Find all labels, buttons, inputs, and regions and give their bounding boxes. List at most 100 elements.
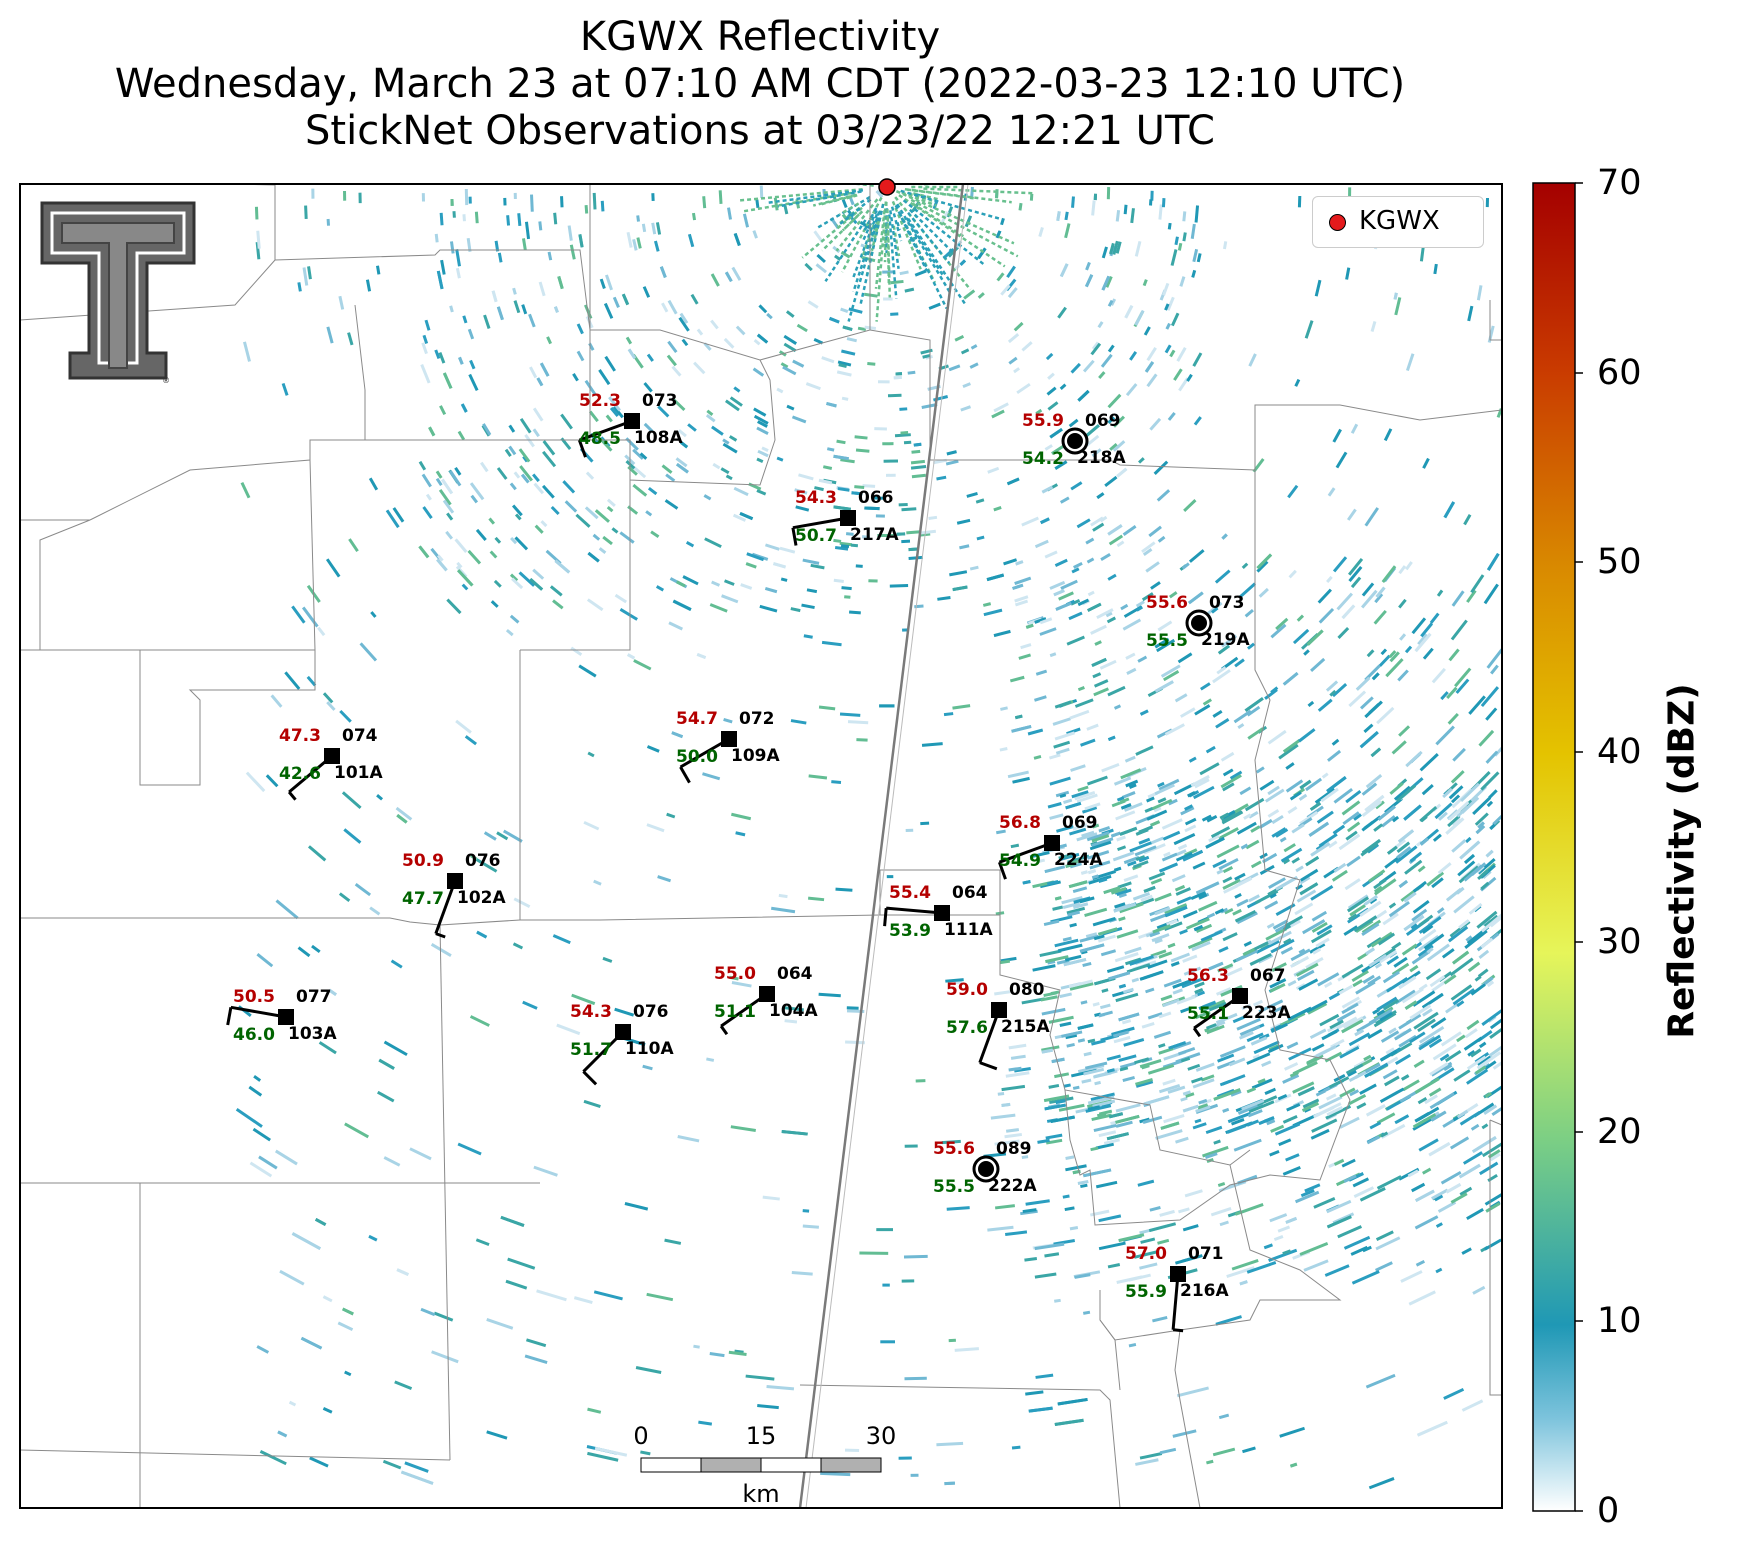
texas-tech-logo: ® (40, 201, 196, 385)
echo-gate (602, 956, 613, 963)
echo-gate (1081, 1078, 1092, 1084)
echo-gate (815, 263, 827, 274)
echo-gate (1115, 810, 1136, 821)
echo-gate (1389, 782, 1404, 795)
echo-gate (864, 292, 878, 298)
echo-gate (1091, 874, 1099, 880)
station-value: 066 (858, 488, 894, 508)
county-boundaries (20, 184, 1502, 1508)
echo-gate (1217, 644, 1230, 655)
echo-gate (773, 562, 786, 569)
echo-gate (1039, 617, 1053, 625)
echo-gate (1489, 823, 1496, 830)
echo-gate (1115, 1103, 1141, 1113)
station-id: 219A (1201, 630, 1250, 650)
echo-gate (735, 831, 746, 837)
echo-gate (1113, 704, 1122, 710)
echo-gate (1155, 1129, 1183, 1140)
echo-gate (457, 569, 474, 587)
echo-gate (643, 422, 654, 433)
echo-gate (1450, 984, 1473, 1001)
echo-gate (837, 487, 850, 492)
echo-gate (1422, 457, 1430, 469)
echo-gate (475, 858, 498, 873)
echo-gate (1091, 448, 1102, 458)
echo-gate (954, 334, 965, 342)
echo-gate (842, 325, 853, 331)
echo-gate (1376, 1112, 1396, 1125)
echo-gate (1394, 1114, 1410, 1125)
station-marker (1232, 988, 1248, 1004)
echo-gate (1172, 988, 1183, 995)
echo-gate (1272, 919, 1289, 930)
echo-gate (833, 454, 849, 461)
echo-gate (1080, 870, 1088, 875)
echo-gate (1108, 1112, 1124, 1119)
echo-gate (1405, 750, 1423, 768)
echo-gate (1419, 806, 1438, 823)
echo-gate (1152, 1315, 1168, 1323)
echo-gate (1233, 709, 1252, 724)
echo-gate (526, 1338, 547, 1348)
echo-gate (534, 524, 544, 534)
echo-gate (1224, 907, 1234, 915)
echo-gate (1047, 372, 1055, 380)
echo-gate (1448, 648, 1460, 662)
echo-gate (1014, 595, 1029, 603)
echo-gate (960, 348, 970, 355)
echo-gate (1054, 731, 1075, 741)
echo-gate (1368, 1008, 1393, 1025)
wind-barb-staff (978, 1009, 1001, 1064)
echo-gate (1444, 1049, 1462, 1063)
echo-gate (990, 1113, 1016, 1120)
echo-gate (439, 212, 444, 226)
echo-gate (857, 326, 867, 332)
station-dewpoint: 55.5 (1146, 631, 1188, 651)
echo-gate (1150, 581, 1161, 590)
echo-gate (445, 530, 454, 540)
echo-gate (612, 405, 624, 419)
echo-gate (801, 603, 815, 610)
echo-gate (1371, 672, 1380, 681)
echo-gate (959, 544, 970, 550)
echo-gate (1092, 823, 1100, 829)
echo-gate (1343, 1174, 1357, 1183)
echo-gate (639, 452, 648, 460)
echo-gate (911, 449, 921, 454)
echo-gate (322, 1295, 333, 1303)
echo-gate (1117, 845, 1127, 852)
echo-ground-clutter (852, 211, 881, 293)
echo-ground-clutter (905, 217, 945, 278)
wind-barb-flag (226, 1007, 233, 1026)
echo-gate (1384, 855, 1401, 869)
echo-gate (1192, 1078, 1215, 1089)
echo-gate (1329, 1019, 1344, 1030)
echo-gate (904, 1376, 927, 1381)
title-line-time: Wednesday, March 23 at 07:10 AM CDT (202… (114, 61, 1406, 107)
echo-gate (1432, 1043, 1457, 1061)
echo-gate (1474, 812, 1489, 826)
echo-gate (460, 403, 468, 413)
echo-gate (1264, 1087, 1277, 1095)
echo-gate (587, 1407, 602, 1414)
echo-gate (1176, 896, 1192, 905)
echo-gate (1107, 524, 1123, 536)
echo-gate (1182, 849, 1204, 862)
echo-gate (850, 543, 859, 548)
echo-gate (317, 626, 326, 637)
echo-gate (756, 489, 767, 496)
echo-gate (1467, 1049, 1476, 1057)
echo-gate (1011, 725, 1032, 733)
echo-gate (1428, 1087, 1442, 1097)
echo-gate (1104, 475, 1118, 487)
echo-gate (1485, 707, 1498, 721)
echo-gate (343, 828, 362, 844)
echo-gate (1476, 910, 1498, 929)
echo-gate (322, 692, 334, 704)
echo-gate (1412, 899, 1430, 914)
echo-gate (723, 717, 733, 724)
echo-gate (1198, 1000, 1216, 1011)
echo-gate (642, 1064, 653, 1071)
echo-gate (1398, 725, 1411, 737)
echo-gate (1477, 869, 1489, 880)
